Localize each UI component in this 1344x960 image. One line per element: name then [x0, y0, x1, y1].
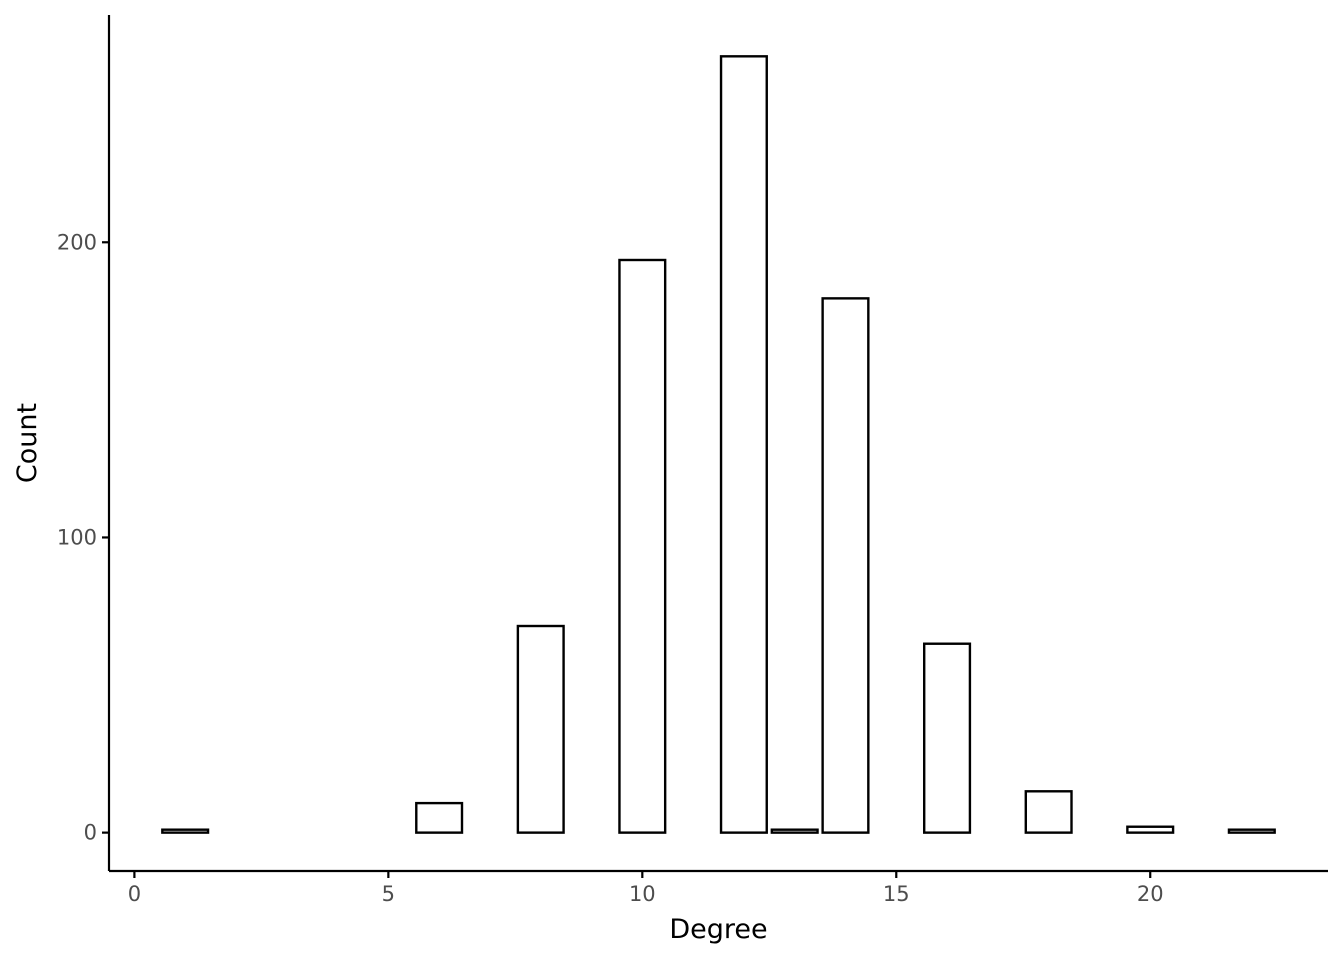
y-ticks-layer: 0 100 200: [57, 230, 109, 845]
bar-degree-16: [923, 642, 972, 834]
bar-degree-12: [719, 55, 768, 834]
bar-degree-6: [415, 801, 464, 834]
bar-degree-18: [1024, 790, 1073, 834]
y-tick-label: 0: [84, 821, 97, 845]
x-tick-label: 0: [128, 882, 141, 906]
x-tick-label: 10: [629, 882, 656, 906]
bar-degree-13: [770, 828, 819, 834]
bar-degree-22: [1227, 828, 1276, 834]
bars-layer: [161, 55, 1276, 834]
x-tick-label: 20: [1137, 882, 1164, 906]
bar-degree-1: [161, 828, 210, 834]
bar-degree-8: [516, 624, 565, 834]
y-tick-label: 200: [57, 230, 97, 254]
bar-degree-10: [618, 258, 667, 834]
x-axis-title: Degree: [669, 914, 767, 945]
x-ticks-layer: 0 5 10 15 20: [128, 871, 1164, 906]
y-axis-title: Count: [12, 403, 43, 483]
x-tick-label: 15: [883, 882, 910, 906]
y-tick-label: 100: [57, 525, 97, 549]
x-tick-label: 5: [382, 882, 395, 906]
bar-degree-20: [1126, 825, 1175, 834]
bar-degree-14: [821, 297, 870, 834]
